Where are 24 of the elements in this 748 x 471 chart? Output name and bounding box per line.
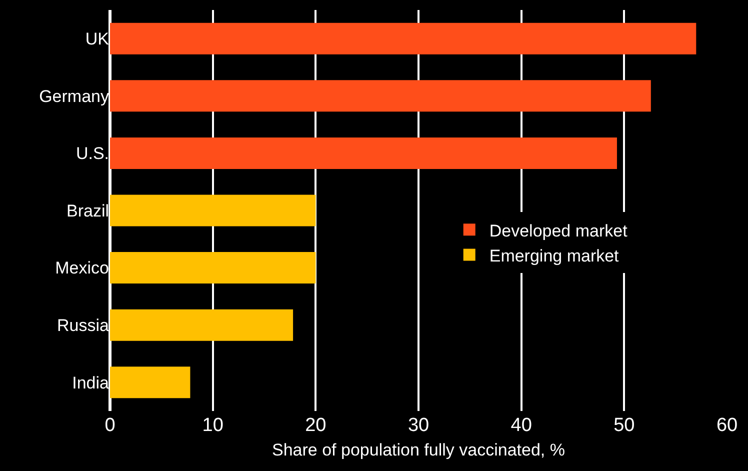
bar: [110, 366, 190, 398]
y-tick-label: Germany: [39, 86, 110, 106]
bar: [110, 80, 651, 112]
bar: [110, 22, 696, 54]
bar: [110, 252, 316, 284]
x-tick-label: 40: [510, 415, 532, 436]
y-tick-label: Russia: [57, 316, 110, 336]
y-tick-label: UK: [85, 30, 110, 49]
x-tick-label: 50: [614, 415, 635, 436]
y-tick-label: Mexico: [55, 258, 109, 278]
x-tick-label: 60: [716, 415, 738, 436]
legend-label: Emerging market: [489, 246, 620, 266]
x-tick-label: 10: [202, 415, 224, 436]
y-tick-label: U.S.: [76, 144, 109, 164]
x-axis-title: Share of population fully vaccinated, %: [272, 440, 565, 460]
x-tick-label: 30: [408, 415, 430, 436]
x-tick-label: 0: [104, 415, 116, 436]
bar: [110, 309, 294, 341]
bar: [110, 194, 316, 226]
x-tick-label: 20: [305, 415, 326, 436]
y-tick-label: India: [72, 373, 110, 392]
y-tick-label: Brazil: [66, 201, 109, 220]
legend-label: Developed market: [489, 221, 628, 240]
bar: [110, 137, 617, 169]
